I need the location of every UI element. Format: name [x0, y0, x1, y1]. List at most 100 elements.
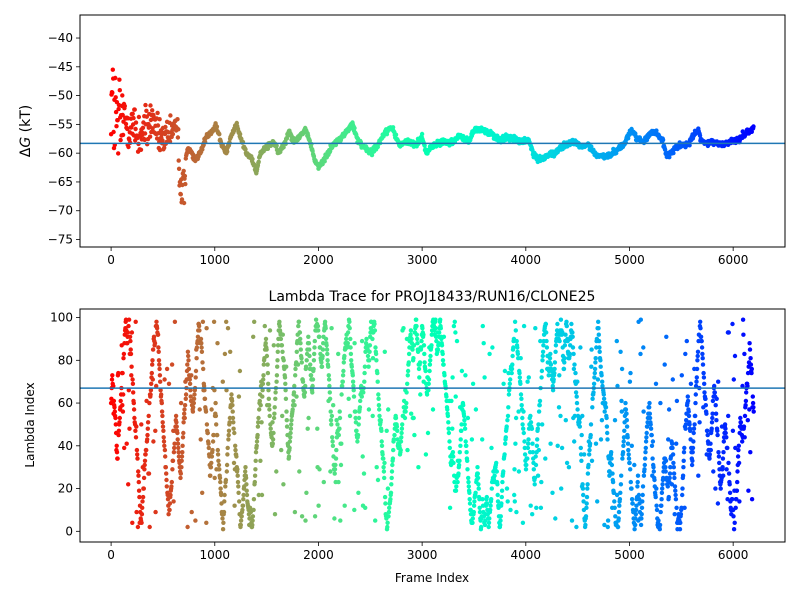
- lambda-point: [596, 319, 601, 324]
- lambda-point: [571, 366, 577, 372]
- lambda-point: [657, 522, 663, 528]
- lambda-point: [590, 396, 595, 401]
- lambda-point: [466, 484, 471, 489]
- lambda-point: [175, 437, 180, 442]
- lambda-point: [420, 326, 425, 331]
- lambda-point: [241, 497, 246, 502]
- lambda-point: [364, 336, 369, 342]
- lambda-point: [508, 377, 513, 382]
- lambda-point: [667, 475, 672, 481]
- lambda-point: [284, 409, 289, 414]
- lambda-point: [574, 524, 579, 530]
- lambda-point: [714, 396, 719, 401]
- lambda-point: [226, 437, 231, 442]
- lambda-point: [296, 323, 301, 329]
- lambda-point: [553, 516, 558, 521]
- delta-g-ytick-label: −60: [48, 146, 73, 160]
- lambda-point: [263, 341, 268, 346]
- lambda-point: [158, 379, 163, 384]
- lambda-point: [114, 450, 120, 455]
- lambda-point: [546, 373, 551, 378]
- delta-g-point: [162, 145, 167, 150]
- lambda-point: [518, 381, 523, 386]
- lambda-point: [423, 452, 429, 457]
- lambda-point: [327, 383, 332, 389]
- lambda-point: [349, 364, 354, 369]
- delta-g-point: [181, 168, 186, 174]
- lambda-point: [379, 443, 385, 448]
- lambda-point: [361, 390, 366, 395]
- lambda-point: [136, 479, 141, 485]
- lambda-point: [161, 439, 167, 444]
- lambda-point: [303, 364, 309, 369]
- lambda-point: [688, 381, 694, 386]
- lambda-point: [750, 400, 756, 406]
- lambda-point: [394, 424, 400, 429]
- lambda-point: [145, 437, 150, 442]
- lambda-point: [573, 390, 579, 395]
- lambda-point: [293, 366, 298, 372]
- lambda-point: [191, 396, 197, 401]
- lambda-point: [268, 426, 273, 431]
- delta-g-point: [175, 117, 180, 122]
- lambda-point: [649, 443, 655, 448]
- lambda-point: [152, 341, 158, 346]
- lambda-point: [555, 321, 560, 327]
- lambda-point: [698, 319, 703, 324]
- lambda-point: [131, 400, 136, 406]
- lambda-point: [451, 323, 457, 329]
- lambda-point: [316, 503, 321, 508]
- lambda-point: [740, 383, 745, 389]
- lambda-point: [158, 388, 163, 393]
- lambda-point: [128, 347, 133, 352]
- lambda-point: [259, 420, 264, 425]
- lambda-point: [189, 509, 194, 515]
- lambda-point: [536, 447, 541, 453]
- lambda-point: [406, 360, 411, 365]
- delta-g-point: [667, 155, 672, 160]
- lambda-point: [405, 373, 410, 378]
- lambda-point: [709, 426, 714, 431]
- lambda-point: [475, 465, 480, 470]
- lambda-point: [356, 422, 361, 427]
- delta-g-xtick-label: 4000: [511, 253, 542, 267]
- lambda-point: [408, 332, 413, 337]
- lambda-point: [573, 370, 578, 376]
- lambda-point: [374, 358, 379, 363]
- lambda-point: [362, 364, 368, 369]
- lambda-point: [638, 522, 644, 528]
- delta-g-point: [225, 149, 230, 154]
- lambda-point: [433, 326, 438, 331]
- lambda-point: [671, 460, 676, 466]
- delta-g-point: [589, 144, 594, 149]
- lambda-point: [453, 330, 458, 335]
- lambda-point: [684, 418, 689, 423]
- lambda-point: [231, 420, 236, 425]
- lambda-point: [329, 326, 334, 331]
- lambda-point: [601, 392, 606, 397]
- lambda-point: [660, 482, 665, 487]
- lambda-point: [748, 356, 753, 361]
- delta-g-point: [110, 90, 115, 95]
- lambda-point: [624, 411, 629, 416]
- lambda-point: [590, 405, 595, 410]
- lambda-point: [445, 407, 450, 412]
- lambda-point: [600, 379, 605, 384]
- lambda-point: [610, 471, 615, 476]
- lambda-point: [272, 405, 277, 410]
- delta-g-point: [111, 129, 116, 135]
- lambda-point: [489, 486, 494, 491]
- lambda-point: [550, 383, 555, 389]
- lambda-point: [298, 341, 303, 346]
- lambda-point: [356, 415, 362, 421]
- lambda-point: [296, 319, 302, 324]
- lambda-point: [206, 445, 211, 451]
- lambda-point: [594, 345, 599, 350]
- lambda-point: [136, 469, 141, 474]
- lambda-point: [256, 415, 261, 421]
- lambda-point: [680, 473, 686, 478]
- lambda-point: [273, 396, 278, 401]
- lambda-point: [701, 370, 706, 376]
- lambda-point: [161, 435, 166, 440]
- lambda-point: [278, 336, 284, 342]
